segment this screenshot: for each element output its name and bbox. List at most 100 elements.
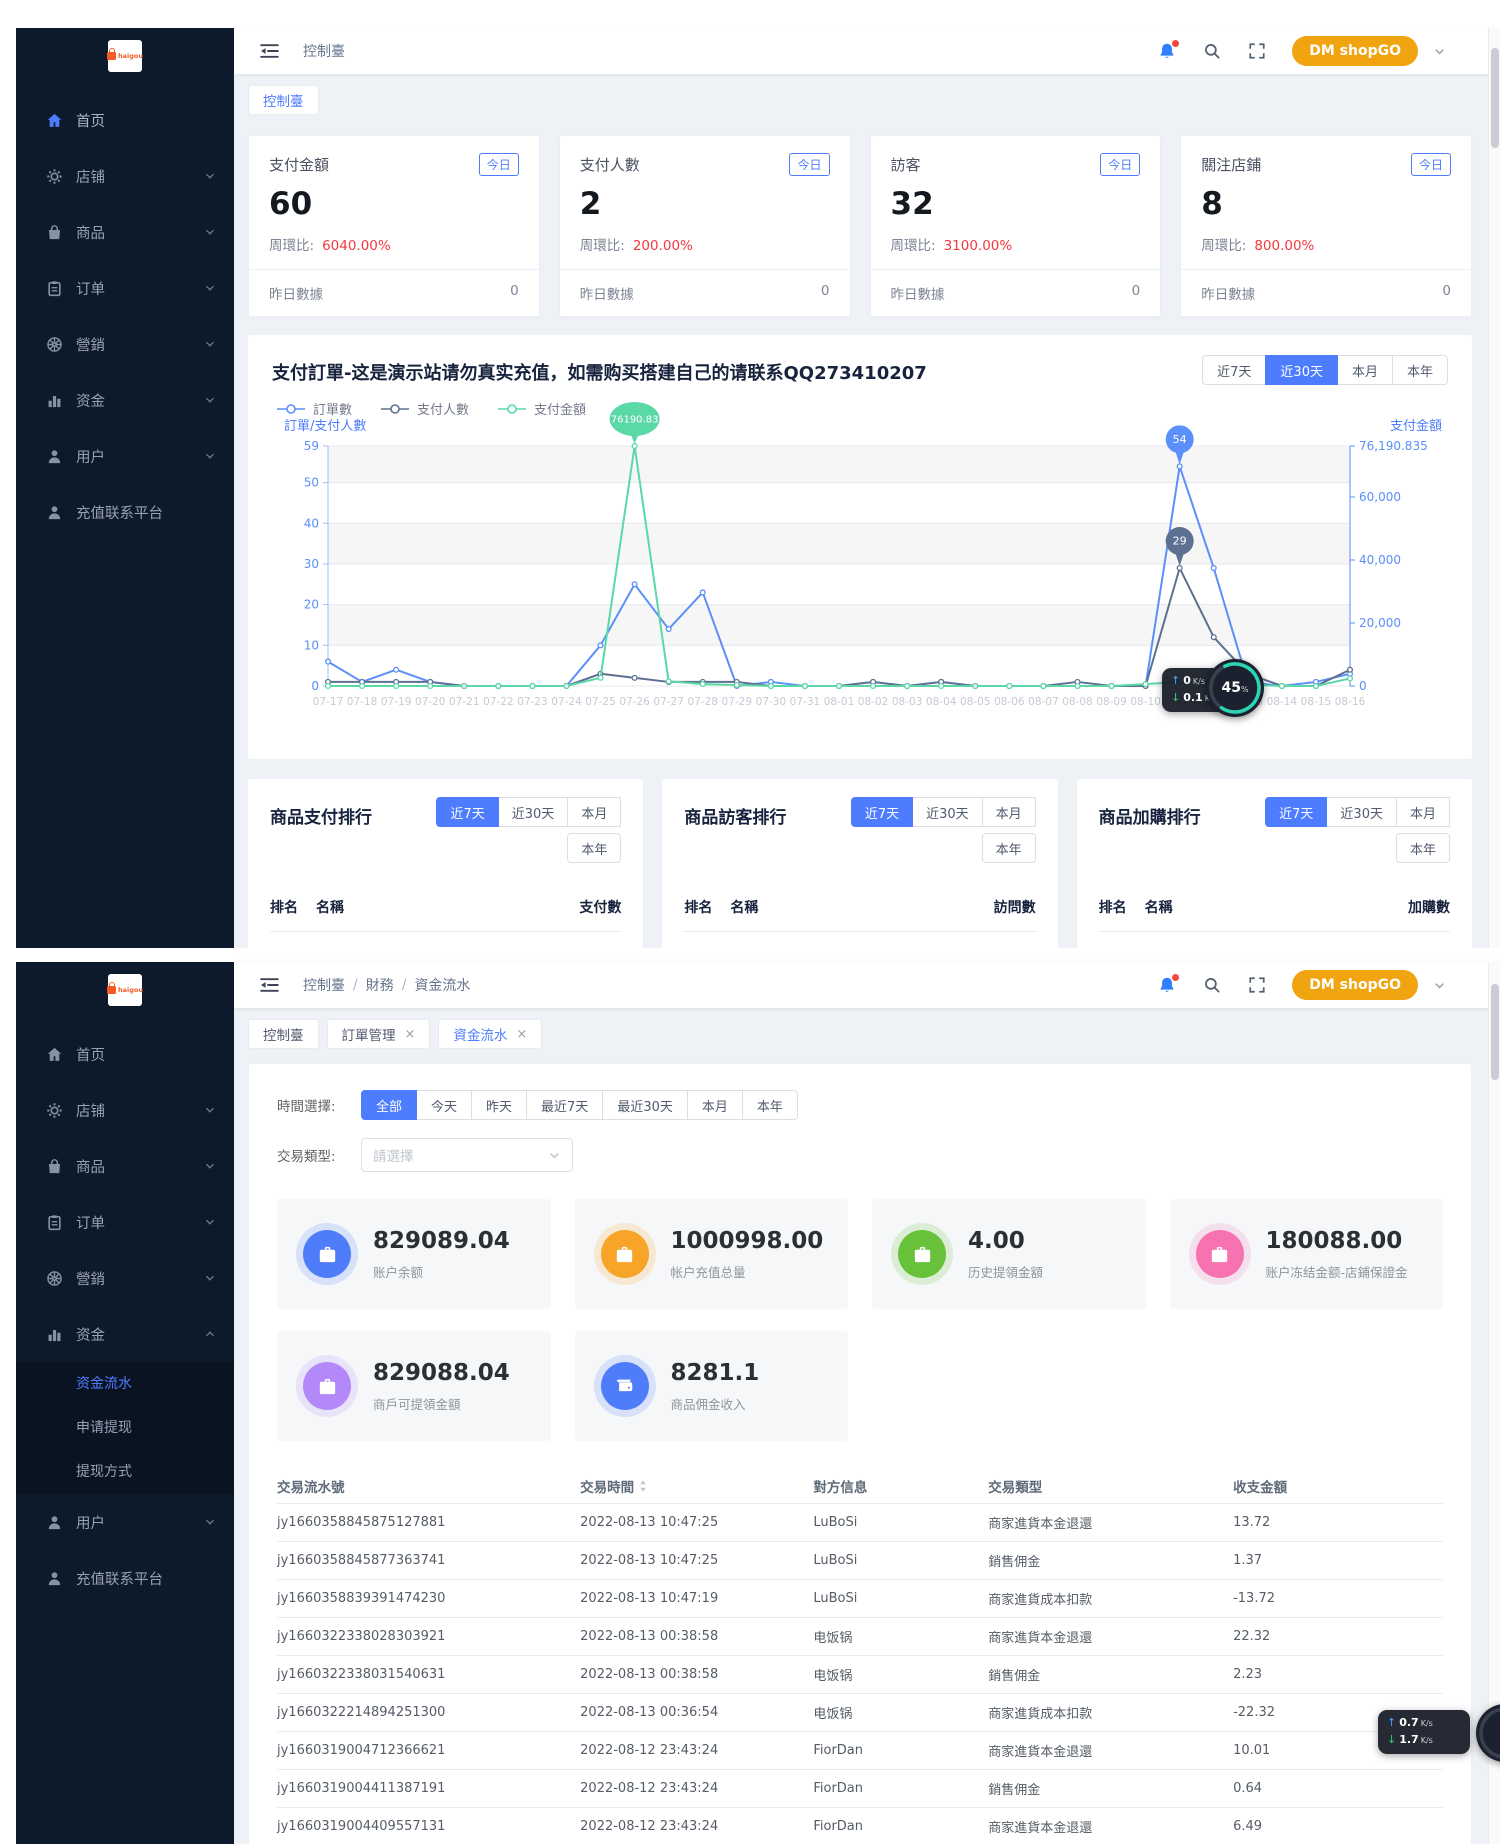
range-tab[interactable]: 近7天 bbox=[1265, 797, 1328, 827]
svg-text:訂單/支付人數: 訂單/支付人數 bbox=[284, 418, 366, 434]
transaction-type-select[interactable]: 請選擇 bbox=[361, 1138, 573, 1172]
range-tab[interactable]: 本月 bbox=[1395, 797, 1450, 827]
range-tab[interactable]: 昨天 bbox=[471, 1090, 528, 1120]
sidebar-item-home[interactable]: 首页 bbox=[16, 1026, 234, 1082]
search-icon[interactable] bbox=[1203, 976, 1221, 994]
sidebar-item-funds[interactable]: 资金 bbox=[16, 372, 234, 428]
range-tab[interactable]: 近7天 bbox=[436, 797, 499, 827]
funds-flow-card: 時間選擇: 全部 今天 昨天 最近7天 最近30天 本月 本年 交易類型: 請選擇 8290… bbox=[248, 1063, 1472, 1844]
page-tab[interactable]: 資金流水 × bbox=[438, 1019, 543, 1049]
legend-item[interactable]: 支付人數 bbox=[380, 399, 469, 418]
close-tab-icon[interactable]: × bbox=[404, 1026, 416, 1042]
range-tab[interactable]: 近30天 bbox=[912, 797, 983, 827]
scrollbar[interactable] bbox=[1488, 28, 1500, 948]
range-tab[interactable]: 本年 bbox=[741, 1090, 798, 1120]
table-col-header[interactable]: 交易時間 bbox=[580, 1476, 813, 1496]
sidebar-item-shop[interactable]: 店铺 bbox=[16, 1082, 234, 1138]
breadcrumb-item[interactable]: 財務 bbox=[365, 978, 394, 994]
app-logo[interactable]: haigou bbox=[16, 962, 234, 1018]
sidebar-item-recharge[interactable]: 充值联系平台 bbox=[16, 1550, 234, 1606]
today-badge: 今日 bbox=[1410, 153, 1451, 176]
account-badge[interactable]: DM shopGO bbox=[1292, 970, 1418, 1000]
summary-value: 829088.04 bbox=[373, 1359, 510, 1386]
bell-icon[interactable] bbox=[1158, 40, 1180, 60]
bell-icon[interactable] bbox=[1158, 974, 1180, 994]
range-tab[interactable]: 本年 bbox=[1395, 833, 1450, 863]
range-tab[interactable]: 近7天 bbox=[1202, 355, 1267, 385]
collapse-sidebar-icon[interactable] bbox=[260, 43, 279, 59]
scrollbar-thumb[interactable] bbox=[1491, 984, 1499, 1080]
range-tab[interactable]: 近7天 bbox=[850, 797, 914, 827]
legend-item[interactable]: 支付金額 bbox=[497, 399, 586, 418]
scrollbar[interactable] bbox=[1488, 962, 1500, 1844]
table-cell: 銷售佣金 bbox=[988, 1669, 1041, 1684]
close-tab-icon[interactable]: × bbox=[516, 1026, 528, 1042]
sidebar-item-order[interactable]: 订单 bbox=[16, 260, 234, 316]
fullscreen-icon[interactable] bbox=[1248, 976, 1266, 994]
page-tab[interactable]: 控制臺 bbox=[248, 85, 319, 115]
range-tab[interactable]: 本年 bbox=[1391, 355, 1448, 385]
ranking-title: 商品加購排行 bbox=[1098, 808, 1201, 828]
col-name: 名稱 bbox=[730, 900, 759, 916]
tab-label: 資金流水 bbox=[453, 1028, 508, 1044]
funds-icon bbox=[46, 1326, 63, 1343]
range-tab[interactable]: 近30天 bbox=[1265, 355, 1338, 385]
sidebar-item-shop[interactable]: 店铺 bbox=[16, 148, 234, 204]
sidebar-subitem[interactable]: 提现方式 bbox=[76, 1464, 132, 1480]
account-badge[interactable]: DM shopGO bbox=[1292, 36, 1418, 66]
table-cell: jy1660319004411387191 bbox=[277, 1781, 446, 1796]
svg-text:08-09: 08-09 bbox=[1096, 696, 1127, 708]
range-tab[interactable]: 本年 bbox=[981, 833, 1036, 863]
sidebar-item-recharge[interactable]: 充值联系平台 bbox=[16, 484, 234, 540]
sidebar-item-funds[interactable]: 资金 bbox=[16, 1306, 234, 1362]
range-tab[interactable]: 近30天 bbox=[497, 797, 569, 827]
stat-ratio: 周環比: 3100.00% bbox=[890, 238, 1013, 254]
range-tab[interactable]: 本月 bbox=[1336, 355, 1393, 385]
sidebar-item-user[interactable]: 用户 bbox=[16, 428, 234, 484]
breadcrumb-item[interactable]: 控制臺 bbox=[303, 978, 345, 994]
sidebar-item-label: 订单 bbox=[76, 1215, 105, 1232]
sidebar-subitem[interactable]: 申请提现 bbox=[76, 1420, 132, 1436]
range-tab[interactable]: 全部 bbox=[361, 1090, 418, 1120]
svg-text:50: 50 bbox=[304, 476, 319, 490]
table-cell: jy1660358845877363741 bbox=[277, 1553, 446, 1568]
range-tab[interactable]: 本月 bbox=[567, 797, 622, 827]
sidebar-item-marketing[interactable]: 營銷 bbox=[16, 316, 234, 372]
scrollbar-thumb[interactable] bbox=[1491, 48, 1499, 148]
legend-item[interactable]: 訂單數 bbox=[276, 399, 352, 418]
col-count: 支付數 bbox=[579, 900, 622, 916]
sidebar-item-marketing[interactable]: 營銷 bbox=[16, 1250, 234, 1306]
sidebar-item-goods[interactable]: 商品 bbox=[16, 1138, 234, 1194]
range-tab[interactable]: 本年 bbox=[567, 833, 622, 863]
table-cell: 电饭锅 bbox=[813, 1631, 853, 1646]
svg-text:59: 59 bbox=[304, 439, 319, 453]
table-row: jy1660319004712366621 2022-08-12 23:43:24… bbox=[277, 1732, 1443, 1770]
table-cell: 13.72 bbox=[1233, 1515, 1271, 1530]
app-logo[interactable]: haigou bbox=[16, 28, 234, 84]
range-tab[interactable]: 近30天 bbox=[1326, 797, 1397, 827]
search-icon[interactable] bbox=[1203, 42, 1221, 60]
chevron-down-icon[interactable] bbox=[1433, 45, 1446, 58]
table-row: jy1660358845875127881 2022-08-13 10:47:25… bbox=[277, 1504, 1443, 1542]
range-tab[interactable]: 最近30天 bbox=[602, 1090, 688, 1120]
chevron-down-icon bbox=[204, 226, 216, 238]
page-tab[interactable]: 控制臺 bbox=[248, 1019, 319, 1049]
collapse-sidebar-icon[interactable] bbox=[260, 977, 279, 993]
range-tab[interactable]: 本月 bbox=[981, 797, 1036, 827]
sidebar-item-home[interactable]: 首页 bbox=[16, 92, 234, 148]
table-cell: 2022-08-12 23:43:24 bbox=[580, 1743, 719, 1758]
range-tab[interactable]: 最近7天 bbox=[526, 1090, 604, 1120]
table-cell: 2022-08-12 23:43:24 bbox=[580, 1781, 719, 1796]
chevron-down-icon[interactable] bbox=[1433, 979, 1446, 992]
range-tab[interactable]: 本月 bbox=[686, 1090, 743, 1120]
fullscreen-icon[interactable] bbox=[1248, 42, 1266, 60]
sidebar-item-goods[interactable]: 商品 bbox=[16, 204, 234, 260]
page-tab[interactable]: 訂單管理 × bbox=[326, 1019, 431, 1049]
svg-text:76,190.835: 76,190.835 bbox=[1359, 439, 1428, 453]
range-tab[interactable]: 今天 bbox=[416, 1090, 473, 1120]
sidebar-item-order[interactable]: 订单 bbox=[16, 1194, 234, 1250]
sidebar-item-user[interactable]: 用户 bbox=[16, 1494, 234, 1550]
stat-card: 支付金額 今日 60 周環比: 6040.00% 昨日數據 0 bbox=[248, 135, 540, 317]
stat-title: 訪客 bbox=[890, 156, 921, 174]
sidebar-subitem[interactable]: 资金流水 bbox=[76, 1376, 132, 1392]
